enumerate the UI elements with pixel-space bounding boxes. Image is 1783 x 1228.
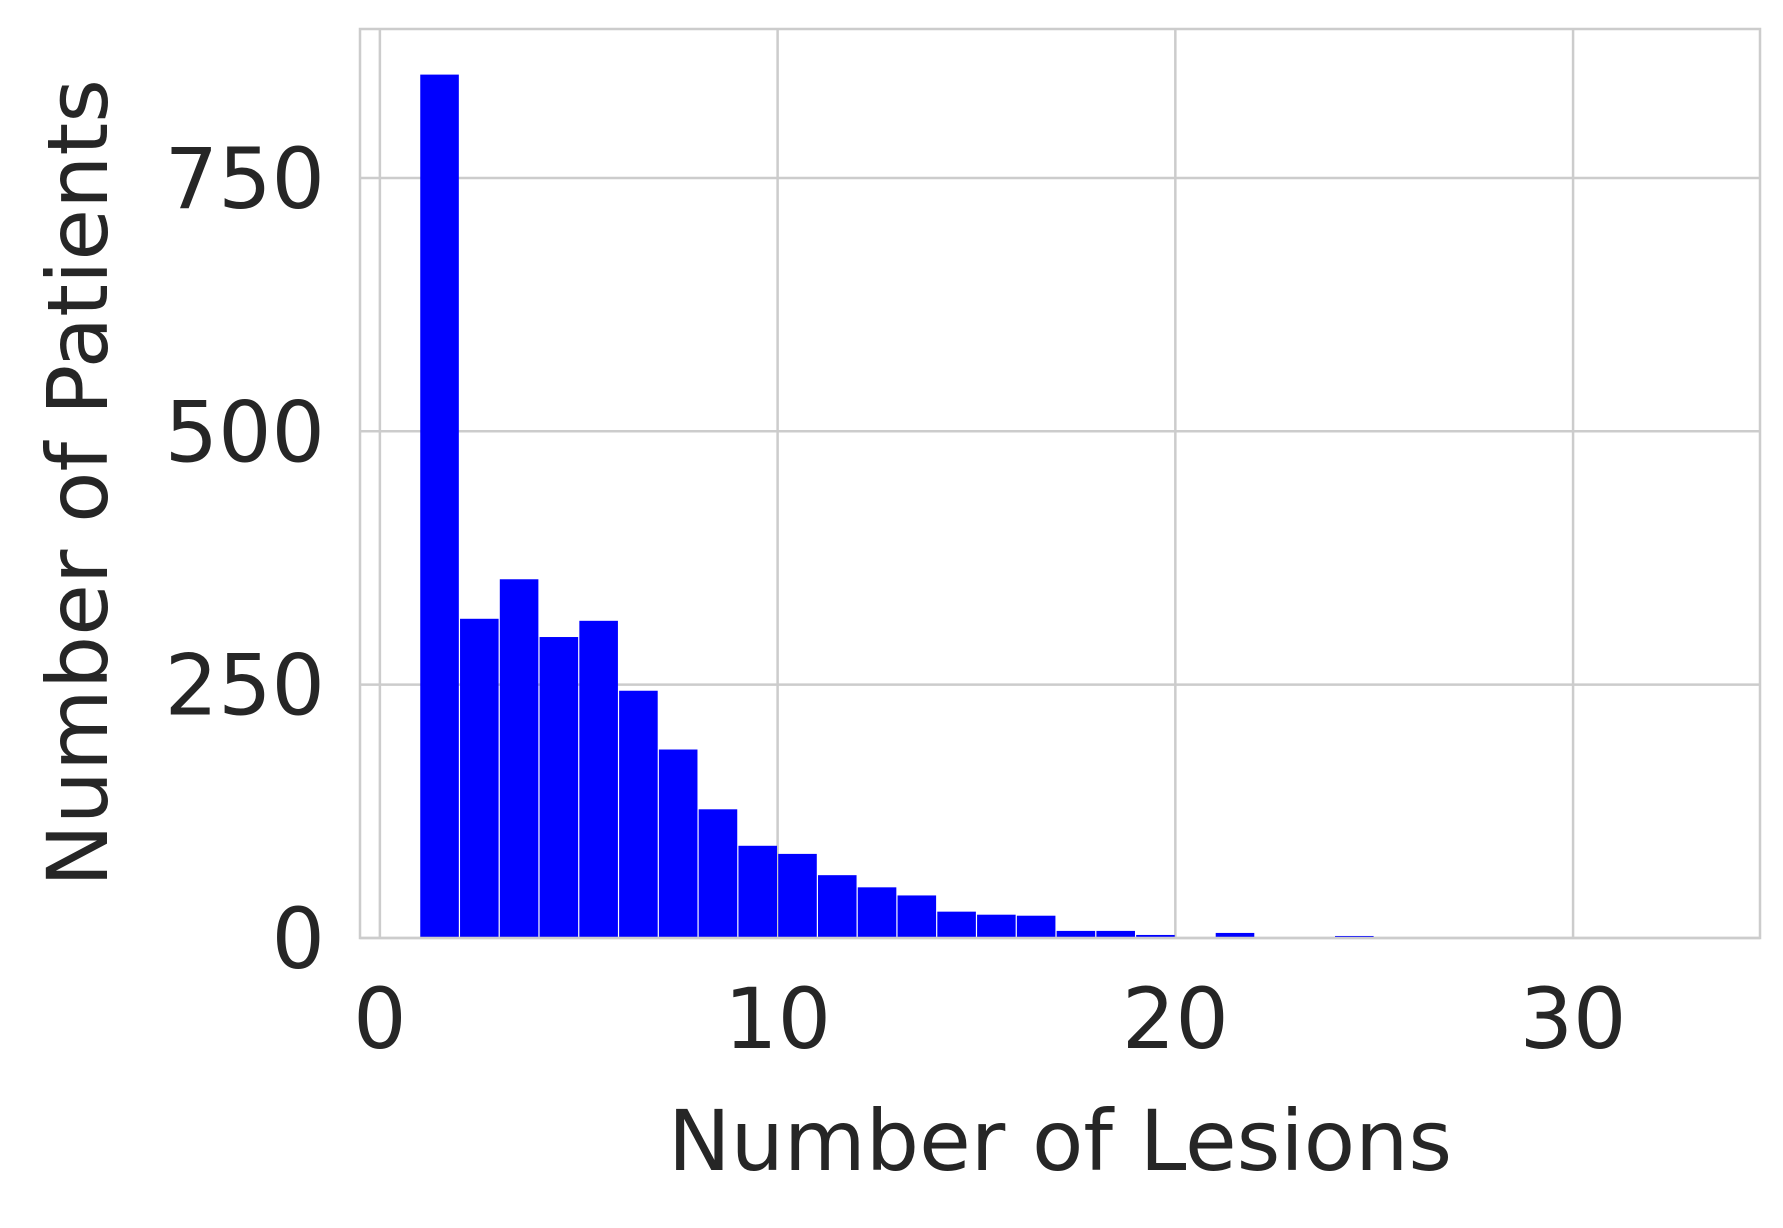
x-axis-label: Number of Lesions: [668, 1092, 1452, 1190]
grid-lines: [360, 29, 1760, 940]
x-tick-label: 0: [353, 970, 406, 1068]
y-tick-label: 0: [272, 890, 325, 988]
y-tick-labels: 0 250 500 750: [165, 130, 325, 988]
x-tick-label: 20: [1122, 970, 1229, 1068]
bar: [499, 579, 539, 938]
y-axis-label: Number of Patients: [29, 79, 127, 887]
bars: [420, 74, 1374, 939]
bar: [817, 875, 857, 938]
x-tick-label: 30: [1520, 970, 1627, 1068]
bar: [778, 853, 817, 938]
bar: [460, 618, 499, 938]
y-tick-label: 750: [165, 130, 325, 228]
bar: [977, 914, 1016, 938]
bar: [579, 620, 618, 938]
bar: [738, 845, 778, 938]
bar: [857, 887, 897, 938]
plot-frame: [358, 27, 1762, 940]
y-tick-label: 250: [165, 637, 325, 735]
bar: [897, 895, 937, 938]
bar: [1096, 930, 1135, 938]
x-tick-label: 10: [724, 970, 831, 1068]
x-tick-labels: 0 10 20 30: [353, 970, 1626, 1068]
bar: [658, 749, 698, 938]
y-tick-label: 500: [165, 383, 325, 481]
bar: [698, 809, 738, 938]
bar: [1136, 934, 1175, 938]
bar: [1215, 932, 1255, 938]
bar: [619, 690, 658, 938]
bar: [1056, 930, 1096, 938]
bar: [1016, 915, 1056, 938]
bar: [937, 911, 976, 938]
bar: [420, 74, 459, 939]
bar: [539, 637, 579, 938]
